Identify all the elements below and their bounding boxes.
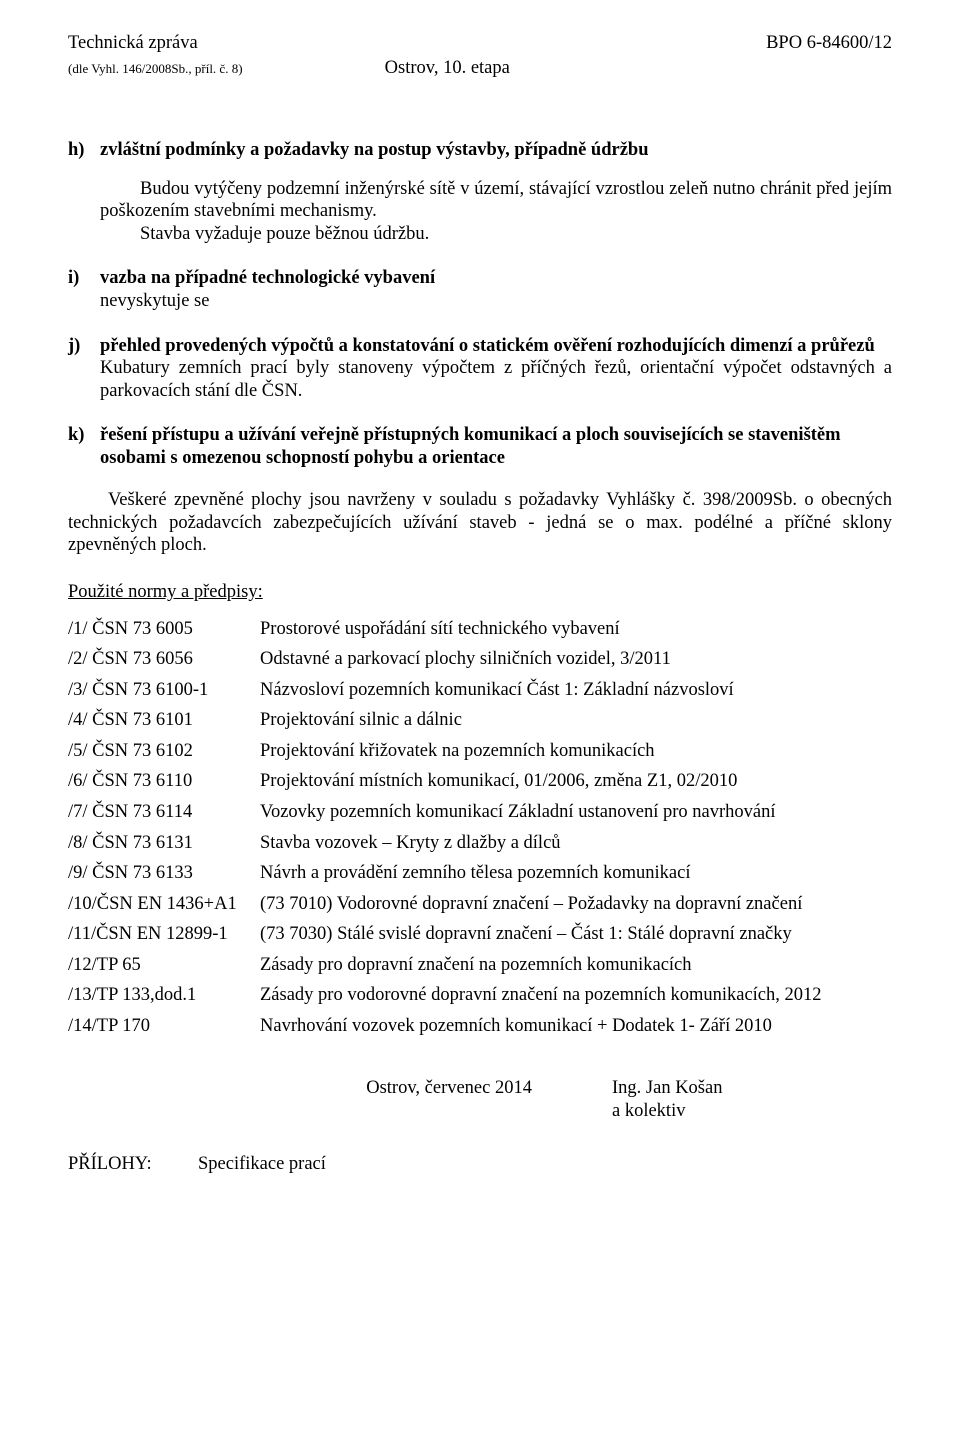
- norm-desc: Návrh a provádění zemního tělesa pozemní…: [260, 862, 892, 885]
- signature-place-date: Ostrov, červenec 2014: [68, 1077, 612, 1122]
- section-marker: h): [68, 139, 100, 162]
- signature-block: Ostrov, červenec 2014 Ing. Jan Košan a k…: [68, 1077, 892, 1122]
- norm-desc: Navrhování vozovek pozemních komunikací …: [260, 1015, 892, 1038]
- norm-code: /3/ ČSN 73 6100-1: [68, 679, 260, 702]
- norm-desc: (73 7030) Stálé svislé dopravní značení …: [260, 923, 892, 946]
- norm-desc: Projektování silnic a dálnic: [260, 709, 892, 732]
- norm-row: /10/ČSN EN 1436+A1(73 7010) Vodorovné do…: [68, 893, 892, 916]
- signature-name: Ing. Jan Košan: [612, 1077, 892, 1100]
- norm-row: /12/TP 65Zásady pro dopravní značení na …: [68, 954, 892, 977]
- norm-desc: Prostorové uspořádání sítí technického v…: [260, 618, 892, 641]
- norm-row: /9/ ČSN 73 6133Návrh a provádění zemního…: [68, 862, 892, 885]
- section-title: přehled provedených výpočtů a konstatová…: [100, 335, 892, 358]
- norm-desc: Projektování místních komunikací, 01/200…: [260, 770, 892, 793]
- norm-row: /6/ ČSN 73 6110Projektování místních kom…: [68, 770, 892, 793]
- attachments-label: PŘÍLOHY:: [68, 1153, 198, 1176]
- norm-desc: (73 7010) Vodorovné dopravní značení – P…: [260, 893, 892, 916]
- norm-code: /5/ ČSN 73 6102: [68, 740, 260, 763]
- section-marker: i): [68, 267, 100, 290]
- section-title: zvláštní podmínky a požadavky na postup …: [100, 139, 892, 162]
- norm-row: /8/ ČSN 73 6131Stavba vozovek – Kryty z …: [68, 832, 892, 855]
- norm-row: /7/ ČSN 73 6114Vozovky pozemních komunik…: [68, 801, 892, 824]
- norm-row: /3/ ČSN 73 6100-1Názvosloví pozemních ko…: [68, 679, 892, 702]
- norm-row: /14/TP 170Navrhování vozovek pozemních k…: [68, 1015, 892, 1038]
- norm-code: /12/TP 65: [68, 954, 260, 977]
- signature-team: a kolektiv: [612, 1100, 892, 1123]
- section-paragraph: Kubatury zemních prací byly stanoveny vý…: [100, 357, 892, 402]
- norm-desc: Zásady pro dopravní značení na pozemních…: [260, 954, 892, 977]
- section-i: i) vazba na případné technologické vybav…: [68, 267, 892, 312]
- norm-desc: Odstavné a parkovací plochy silničních v…: [260, 648, 892, 671]
- section-j: j) přehled provedených výpočtů a konstat…: [68, 335, 892, 403]
- section-title: řešení přístupu a užívání veřejně přístu…: [100, 424, 892, 469]
- norm-code: /2/ ČSN 73 6056: [68, 648, 260, 671]
- norm-code: /4/ ČSN 73 6101: [68, 709, 260, 732]
- norm-desc: Stavba vozovek – Kryty z dlažby a dílců: [260, 832, 892, 855]
- norm-row: /11/ČSN EN 12899-1(73 7030) Stálé svislé…: [68, 923, 892, 946]
- attachments-value: Specifikace prací: [198, 1153, 326, 1176]
- norm-desc: Zásady pro vodorovné dopravní značení na…: [260, 984, 892, 1007]
- section-h: h) zvláštní podmínky a požadavky na post…: [68, 139, 892, 245]
- norms-list: /1/ ČSN 73 6005Prostorové uspořádání sít…: [68, 618, 892, 1038]
- norm-code: /11/ČSN EN 12899-1: [68, 923, 260, 946]
- doc-title-left: Technická zpráva: [68, 32, 198, 55]
- section-k-paragraph: Veškeré zpevněné plochy jsou navrženy v …: [68, 489, 892, 557]
- norms-heading: Použité normy a předpisy:: [68, 581, 892, 604]
- norm-code: /1/ ČSN 73 6005: [68, 618, 260, 641]
- document-body: h) zvláštní podmínky a požadavky na post…: [68, 139, 892, 1175]
- norm-code: /9/ ČSN 73 6133: [68, 862, 260, 885]
- norm-row: /5/ ČSN 73 6102Projektování křižovatek n…: [68, 740, 892, 763]
- norm-code: /8/ ČSN 73 6131: [68, 832, 260, 855]
- norm-row: /1/ ČSN 73 6005Prostorové uspořádání sít…: [68, 618, 892, 641]
- norm-row: /4/ ČSN 73 6101Projektování silnic a dál…: [68, 709, 892, 732]
- norm-code: /14/TP 170: [68, 1015, 260, 1038]
- section-paragraph: nevyskytuje se: [100, 290, 892, 313]
- attachments-row: PŘÍLOHY: Specifikace prací: [68, 1153, 892, 1176]
- norm-code: /6/ ČSN 73 6110: [68, 770, 260, 793]
- doc-reference: (dle Vyhl. 146/2008Sb., příl. č. 8): [68, 61, 243, 77]
- norm-desc: Názvosloví pozemních komunikací Část 1: …: [260, 679, 892, 702]
- section-marker: j): [68, 335, 100, 358]
- norm-row: /13/TP 133,dod.1Zásady pro vodorovné dop…: [68, 984, 892, 1007]
- section-paragraph: Budou vytýčeny podzemní inženýrské sítě …: [100, 178, 892, 223]
- norm-row: /2/ ČSN 73 6056Odstavné a parkovací ploc…: [68, 648, 892, 671]
- section-marker: k): [68, 424, 100, 447]
- section-paragraph: Stavba vyžaduje pouze běžnou údržbu.: [100, 223, 892, 246]
- norm-code: /13/TP 133,dod.1: [68, 984, 260, 1007]
- doc-code-right: BPO 6-84600/12: [766, 32, 892, 55]
- norm-code: /10/ČSN EN 1436+A1: [68, 893, 260, 916]
- norm-desc: Vozovky pozemních komunikací Základní us…: [260, 801, 892, 824]
- norm-code: /7/ ČSN 73 6114: [68, 801, 260, 824]
- section-title: vazba na případné technologické vybavení: [100, 267, 892, 290]
- norm-desc: Projektování křižovatek na pozemních kom…: [260, 740, 892, 763]
- section-k: k) řešení přístupu a užívání veřejně pří…: [68, 424, 892, 469]
- doc-stage: Ostrov, 10. etapa: [385, 57, 510, 80]
